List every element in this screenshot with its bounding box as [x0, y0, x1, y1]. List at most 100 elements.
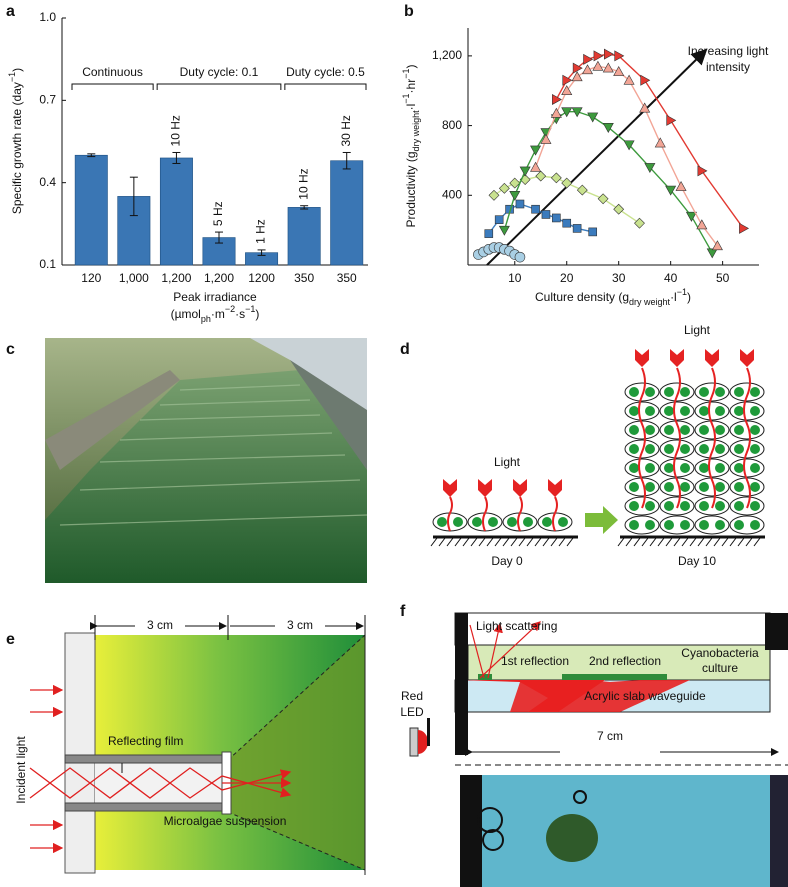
cell-dot [750, 425, 760, 435]
y-tick-label: 1,200 [432, 48, 462, 62]
group-bracket [156, 83, 282, 90]
point [552, 93, 562, 105]
point [587, 112, 599, 123]
hatch [681, 537, 689, 547]
label-part: dry weight [629, 297, 671, 307]
label-part: ·s [235, 307, 245, 321]
bar [159, 157, 193, 266]
cell-dot [680, 425, 690, 435]
point [602, 62, 614, 73]
point [530, 145, 542, 156]
cell-dot [664, 482, 674, 492]
cell-dot [645, 387, 655, 397]
y-tick-label: 400 [442, 187, 462, 201]
x-axis-unit: (µmolph·m−2·s−1) [171, 304, 260, 324]
label-part: ·m [211, 307, 225, 321]
x-tick-label: 1,200 [204, 271, 234, 285]
x-tick-label: 10 [508, 271, 522, 285]
hatch [625, 537, 633, 547]
hatch [470, 537, 478, 547]
cell-dot [629, 482, 639, 492]
cell-dot [523, 517, 533, 527]
label-part: −2 [225, 304, 235, 314]
hatch [454, 537, 462, 547]
cell-dot [629, 501, 639, 511]
cell-dot [664, 387, 674, 397]
cell-dot [734, 501, 744, 511]
cell-dot [715, 520, 725, 530]
panel-label: f [400, 603, 406, 620]
panel-e-diagram [29, 615, 366, 875]
point [550, 107, 562, 118]
point [685, 211, 697, 222]
bar-label: 1 Hz [254, 219, 268, 244]
cell-dot [699, 406, 709, 416]
reflection-label: 2nd reflection [589, 654, 661, 668]
hatch [689, 537, 697, 547]
cell-dot [699, 501, 709, 511]
point [675, 180, 687, 191]
point [597, 193, 609, 205]
label-part: −1 [677, 287, 687, 297]
bar-label: 10 Hz [296, 168, 310, 199]
cell-dot [715, 425, 725, 435]
point [623, 74, 635, 85]
point [604, 48, 614, 60]
point [614, 50, 625, 62]
cell-dot [750, 406, 760, 416]
label-part: ·hr [404, 79, 418, 94]
point [640, 74, 651, 86]
hatch [729, 537, 737, 547]
panel-d-diagram [430, 349, 765, 547]
annotation: Increasing light [688, 44, 769, 58]
bar [287, 207, 321, 266]
point [697, 165, 708, 177]
x-tick-label: 1200 [248, 271, 275, 285]
group-label: Duty cycle: 0.1 [180, 65, 259, 79]
x-tick-label: 40 [664, 271, 678, 285]
x-tick-label: 120 [81, 271, 101, 285]
hatch [526, 537, 534, 547]
point [571, 107, 583, 118]
hatch [534, 537, 542, 547]
light-ray [517, 496, 523, 532]
hatch [705, 537, 713, 547]
light-chevron [740, 349, 754, 367]
point [576, 184, 588, 196]
hatch [430, 537, 438, 547]
cell-dot [699, 520, 709, 530]
cell-dot [734, 444, 744, 454]
label-part: dry weight [411, 110, 421, 152]
y-axis-label: Productivity (gdry weight·l−1·hr−1) [401, 65, 421, 228]
point [498, 182, 510, 194]
cell-dot [734, 482, 744, 492]
point [639, 102, 651, 113]
y-tick-label: 0.1 [39, 257, 56, 271]
cell-dot [715, 387, 725, 397]
point [562, 74, 573, 86]
light-ray [482, 496, 488, 532]
label-part: ) [10, 68, 24, 72]
series-line [488, 203, 593, 235]
label-part: (µmol [171, 307, 201, 321]
point [571, 71, 583, 82]
hatch [518, 537, 526, 547]
bar-label: 10 Hz [169, 115, 183, 146]
bar [330, 160, 364, 266]
x-tick-label: 1,200 [161, 271, 191, 285]
cell-dot [645, 406, 655, 416]
cell-dot [734, 520, 744, 530]
point [550, 172, 562, 184]
hatch [673, 537, 681, 547]
point [588, 227, 598, 237]
point [519, 166, 531, 177]
cell-dot [680, 463, 690, 473]
cell-dot [699, 463, 709, 473]
x-tick-label: 30 [612, 271, 626, 285]
hatch [446, 537, 454, 547]
point [706, 248, 718, 259]
trend-arrow [486, 48, 708, 266]
cell-dot [715, 501, 725, 511]
label-part: Productivity (g [404, 151, 418, 227]
